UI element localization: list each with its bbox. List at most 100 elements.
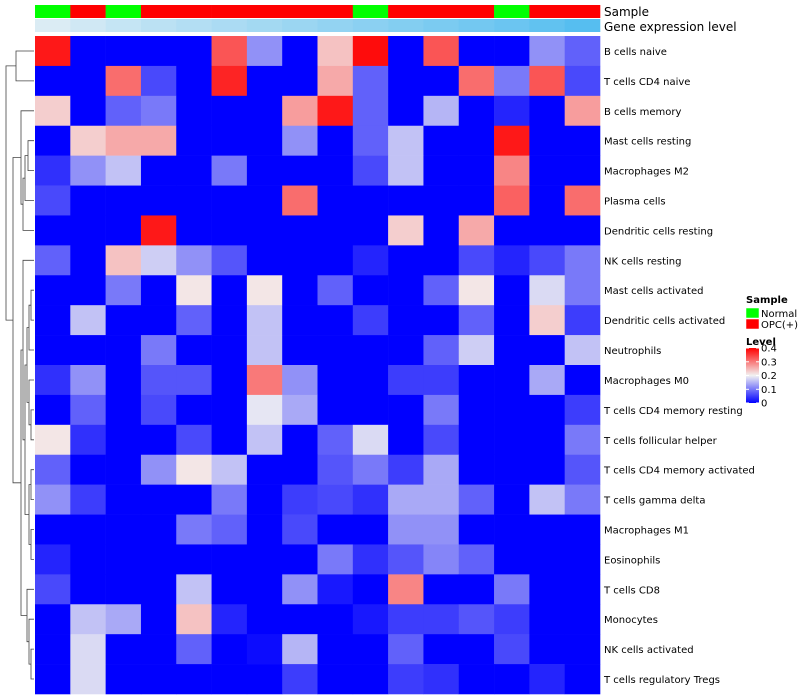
heatmap-cell bbox=[529, 574, 565, 605]
heatmap-cell bbox=[529, 664, 565, 695]
heatmap-cell bbox=[246, 514, 283, 545]
heatmap-cell bbox=[211, 454, 248, 485]
heatmap-cell bbox=[317, 454, 354, 485]
heatmap-cell bbox=[282, 185, 318, 216]
heatmap-cell bbox=[458, 394, 495, 426]
heatmap-cell bbox=[494, 275, 530, 306]
heatmap-cell bbox=[352, 424, 389, 456]
heatmap-cell bbox=[458, 245, 495, 276]
dendrogram-branch bbox=[28, 618, 34, 665]
row-label: Macrophages M2 bbox=[604, 167, 689, 178]
heatmap-cell bbox=[211, 245, 248, 276]
heatmap-cell bbox=[140, 305, 177, 336]
heatmap-cell bbox=[564, 365, 601, 396]
heatmap-cell bbox=[140, 185, 177, 216]
expression-level-annotation-cell bbox=[352, 19, 389, 32]
dendrogram-branch bbox=[5, 65, 16, 321]
heatmap-cell bbox=[211, 514, 248, 545]
heatmap-cell bbox=[105, 664, 142, 695]
heatmap-cell bbox=[529, 36, 565, 67]
heatmap-cell bbox=[423, 275, 460, 306]
row-label: Dendritic cells activated bbox=[604, 316, 725, 327]
heatmap-cell bbox=[494, 95, 530, 127]
level-legend-tick-label: 0 bbox=[761, 399, 767, 410]
heatmap-cell bbox=[458, 454, 495, 485]
heatmap-cell bbox=[423, 514, 460, 545]
heatmap-cell bbox=[317, 604, 354, 635]
heatmap-cell bbox=[246, 125, 283, 156]
level-legend-title: Level bbox=[746, 337, 776, 348]
heatmap-cell bbox=[140, 65, 177, 97]
heatmap-cell bbox=[529, 634, 565, 665]
row-label: Monocytes bbox=[604, 615, 658, 626]
heatmap-cell bbox=[246, 155, 283, 186]
heatmap-cell bbox=[176, 664, 212, 695]
heatmap-cell bbox=[35, 604, 71, 635]
heatmap-cell bbox=[317, 664, 354, 695]
heatmap-cell bbox=[246, 365, 283, 396]
heatmap-cell bbox=[70, 454, 106, 485]
heatmap-cell bbox=[35, 305, 71, 336]
heatmap-cell bbox=[317, 275, 354, 306]
row-label: T cells gamma delta bbox=[603, 496, 705, 507]
row-label: T cells regulatory Tregs bbox=[603, 675, 720, 686]
heatmap-cell bbox=[352, 574, 389, 605]
heatmap-cell bbox=[35, 394, 71, 426]
expression-level-annotation-cell bbox=[423, 19, 460, 32]
heatmap-cell bbox=[35, 514, 71, 545]
heatmap-cell bbox=[176, 544, 212, 575]
heatmap-cell bbox=[35, 574, 71, 605]
row-label: Neutrophils bbox=[604, 346, 661, 357]
sample-legend-label-normal: Normal bbox=[761, 309, 797, 320]
heatmap-cell bbox=[529, 245, 565, 276]
heatmap-cell bbox=[564, 155, 601, 186]
heatmap-cell bbox=[176, 604, 212, 635]
heatmap-cell bbox=[282, 245, 318, 276]
level-legend-colorbar bbox=[746, 348, 759, 403]
heatmap-cell bbox=[529, 335, 565, 366]
heatmap-cell bbox=[211, 484, 248, 515]
heatmap-cell bbox=[35, 664, 71, 695]
heatmap-cell bbox=[282, 95, 318, 127]
heatmap-cell bbox=[458, 484, 495, 515]
heatmap-cell bbox=[211, 215, 248, 246]
heatmap-cell bbox=[282, 215, 318, 246]
row-label: NK cells activated bbox=[604, 645, 694, 656]
heatmap-cell bbox=[211, 365, 248, 396]
heatmap-cell bbox=[564, 514, 601, 545]
heatmap-cell bbox=[352, 125, 389, 156]
heatmap-cell bbox=[352, 305, 389, 336]
heatmap-cell bbox=[388, 65, 424, 97]
heatmap-cell bbox=[352, 95, 389, 127]
heatmap-cell bbox=[105, 125, 142, 156]
heatmap-cell bbox=[70, 275, 106, 306]
heatmap-cell bbox=[494, 454, 530, 485]
heatmap-cell bbox=[282, 125, 318, 156]
heatmap-cell bbox=[494, 125, 530, 156]
heatmap-cell bbox=[211, 95, 248, 127]
heatmap-cell bbox=[458, 574, 495, 605]
heatmap-cell bbox=[211, 305, 248, 336]
heatmap-cell bbox=[458, 185, 495, 216]
level-legend-tick-label: 0.2 bbox=[761, 371, 777, 382]
heatmap-cell bbox=[529, 394, 565, 426]
heatmap-cell bbox=[35, 245, 71, 276]
heatmap-cell bbox=[458, 664, 495, 695]
heatmap-cell bbox=[282, 424, 318, 456]
heatmap-cell bbox=[529, 514, 565, 545]
heatmap-cell bbox=[211, 424, 248, 456]
expression-level-annotation-cell bbox=[388, 19, 424, 32]
heatmap-cell bbox=[494, 215, 530, 246]
expression-level-annotation-cell bbox=[35, 19, 71, 32]
heatmap-cell bbox=[35, 275, 71, 306]
heatmap-cell bbox=[70, 365, 106, 396]
heatmap-cell bbox=[388, 36, 424, 67]
heatmap-cell bbox=[176, 424, 212, 456]
heatmap-cell bbox=[105, 634, 142, 665]
heatmap-cell bbox=[352, 215, 389, 246]
heatmap-cell bbox=[423, 544, 460, 575]
heatmap-cell bbox=[176, 95, 212, 127]
row-label: B cells memory bbox=[604, 107, 681, 118]
row-labels: B cells naive T cells CD4 naive B cells me… bbox=[603, 47, 755, 686]
heatmap-cell bbox=[494, 185, 530, 216]
